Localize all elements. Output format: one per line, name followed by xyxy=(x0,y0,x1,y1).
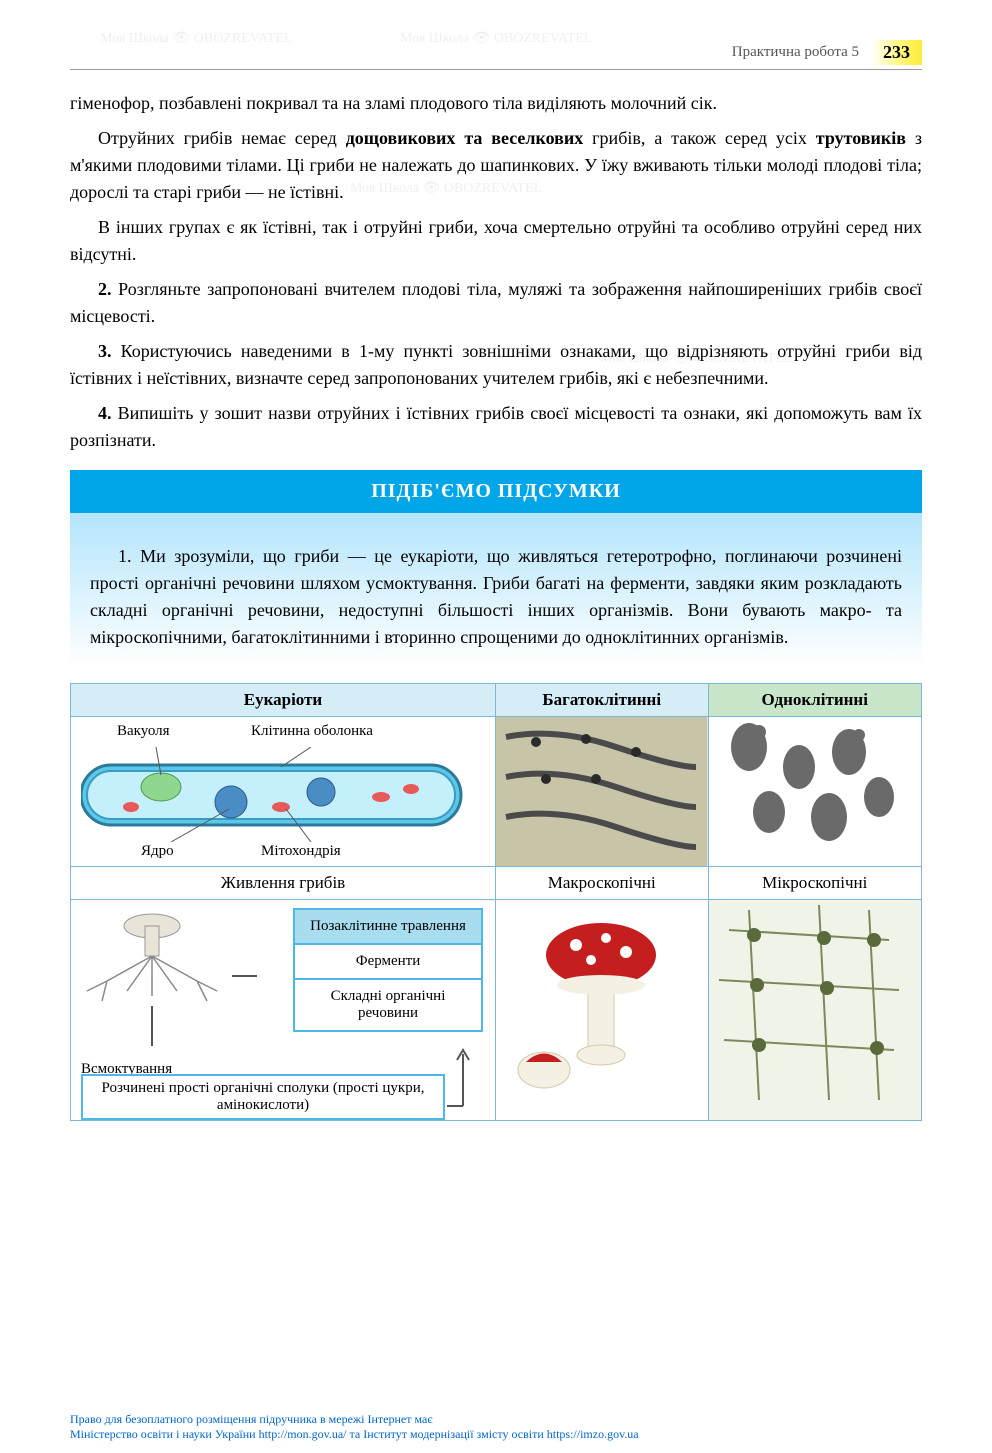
cell-macroscopic-image xyxy=(496,900,709,1120)
summary-block: 1. Ми зрозуміли, що гриби — це еукаріоти… xyxy=(70,513,922,667)
footer-line-2: Міністерство освіти і науки України http… xyxy=(70,1427,922,1443)
text: Випишіть у зошит назви отруйних і їстівн… xyxy=(70,403,922,450)
summary-text: 1. Ми зрозуміли, що гриби — це еукаріоти… xyxy=(90,543,902,651)
box-dissolved-compounds: Розчинені прості органічні сполуки (прос… xyxy=(81,1074,445,1120)
header-eukaryote: Еукаріоти xyxy=(71,684,496,716)
label-cell-wall: Клітинна оболонка xyxy=(251,723,373,740)
paragraph-1: гіменофор, позбавлені покривал та на зла… xyxy=(70,90,922,117)
paragraph-2: Отруйних грибів немає серед дощовикових … xyxy=(70,125,922,206)
box-enzymes: Ферменти xyxy=(295,945,481,980)
header-feeding: Живлення грибів xyxy=(71,867,496,899)
paragraph-3: В інших групах є як їстівні, так і отруй… xyxy=(70,214,922,268)
text: Отруйних грибів немає серед xyxy=(98,128,346,148)
cell-unicellular-image xyxy=(709,717,922,866)
box-digestion: Позаклітинне травлення xyxy=(295,910,481,945)
item-number: 4. xyxy=(98,403,112,423)
hyphae-illustration xyxy=(496,717,708,866)
header-microscopic: Мікроскопічні xyxy=(709,867,922,899)
cell-diagram-eukaryote: Вакуоля Клітинна оболонка Ядро Мітохондр… xyxy=(71,717,496,866)
box-complex-organic: Складні органічні речовини xyxy=(295,980,481,1030)
text: Користуючись наведеними в 1-му пункті зо… xyxy=(70,341,922,388)
header-macroscopic: Макроскопічні xyxy=(496,867,709,899)
label-mitochondria: Мітохондрія xyxy=(261,843,341,860)
mold-illustration xyxy=(709,900,922,1120)
paragraph-5: 3. Користуючись наведеними в 1-му пункті… xyxy=(70,338,922,392)
bold-text: дощовикових та веселкових xyxy=(346,128,584,148)
cell-microscopic-image xyxy=(709,900,922,1120)
table-row-1: Вакуоля Клітинна оболонка Ядро Мітохондр… xyxy=(71,717,921,867)
page-container: Практична робота 5 233 гіменофор, позбав… xyxy=(0,0,992,1151)
paragraph-6: 4. Випишіть у зошит назви отруйних і їст… xyxy=(70,400,922,454)
table-header-row: Еукаріоти Багатоклітинні Одноклітинні xyxy=(71,684,921,717)
header-unicellular: Одноклітинні xyxy=(709,684,922,716)
item-number: 2. xyxy=(98,279,112,299)
cell-multicellular-image xyxy=(496,717,709,866)
text: Розгляньте запропоновані вчителем плодов… xyxy=(70,279,922,326)
label-vacuole: Вакуоля xyxy=(117,723,170,740)
item-number: 3. xyxy=(98,341,112,361)
diagram-table: Еукаріоти Багатоклітинні Одноклітинні Ва… xyxy=(70,683,922,1121)
paragraph-4: 2. Розгляньте запропоновані вчителем пло… xyxy=(70,276,922,330)
table-row-2: Позаклітинне травлення Ферменти Складні … xyxy=(71,900,921,1120)
page-number: 233 xyxy=(871,40,922,65)
header-multicellular: Багатоклітинні xyxy=(496,684,709,716)
bold-text: трутовиків xyxy=(816,128,906,148)
cell-feeding-diagram: Позаклітинне травлення Ферменти Складні … xyxy=(71,900,496,1120)
page-header: Практична робота 5 233 xyxy=(70,40,922,70)
table-header-row-2: Живлення грибів Макроскопічні Мікроскопі… xyxy=(71,867,921,900)
yeast-illustration xyxy=(709,717,922,866)
mycelium-illustration xyxy=(77,906,257,1046)
cell-diagram-svg xyxy=(81,747,481,842)
section-title: ПІДІБ'ЄМО ПІДСУМКИ xyxy=(70,470,922,513)
arrow-return xyxy=(445,1044,481,1114)
mushroom-illustration xyxy=(496,900,708,1120)
footer-line-1: Право для безоплатного розміщення підруч… xyxy=(70,1412,922,1428)
feeding-boxes: Позаклітинне травлення Ферменти Складні … xyxy=(293,908,483,1032)
section-label: Практична робота 5 xyxy=(732,44,859,61)
label-nucleus: Ядро xyxy=(141,843,174,860)
text: грибів, а також серед усіх xyxy=(583,128,816,148)
footer: Право для безоплатного розміщення підруч… xyxy=(70,1412,922,1443)
